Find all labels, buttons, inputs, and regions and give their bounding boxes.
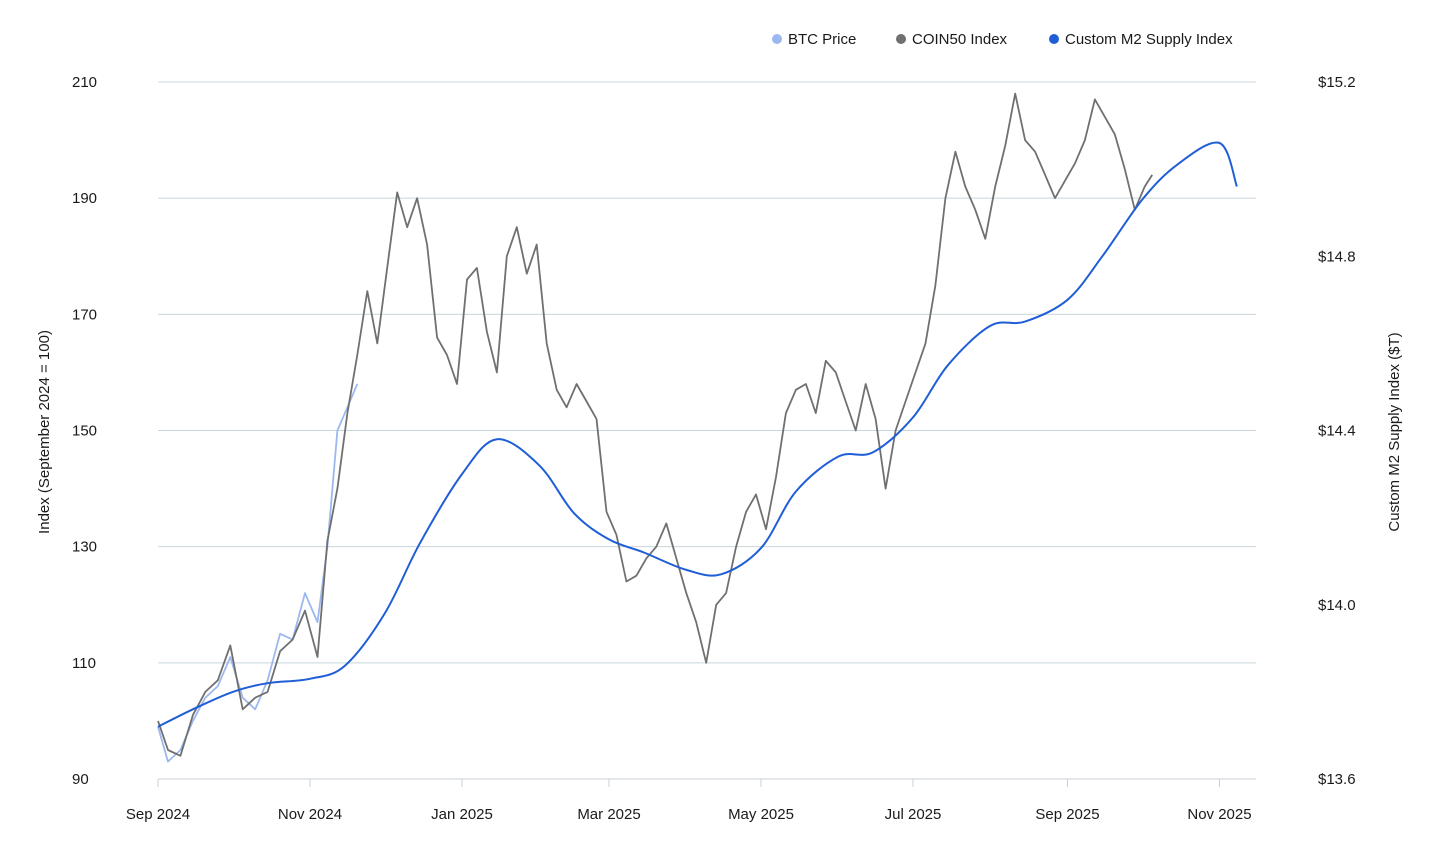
legend-item-m2: Custom M2 Supply Index xyxy=(1049,31,1233,48)
x-tick-label: May 2025 xyxy=(728,806,794,823)
x-tick-label: Jan 2025 xyxy=(431,806,493,823)
custom-m2-supply-index-line xyxy=(157,141,1238,728)
coin50-index-line xyxy=(157,92,1153,757)
right-tick-label: $14.8 xyxy=(1318,248,1356,265)
right-tick-label: $14.4 xyxy=(1318,423,1356,440)
legend-dot-m2-icon xyxy=(1049,34,1059,44)
x-tick-label: Nov 2025 xyxy=(1187,806,1251,823)
left-tick-label: 170 xyxy=(72,306,97,323)
legend-label-m2: Custom M2 Supply Index xyxy=(1065,31,1233,48)
right-axis-title: Custom M2 Supply Index ($T) xyxy=(1386,332,1403,531)
btc-price-line xyxy=(157,383,359,763)
left-tick-label: 210 xyxy=(72,74,97,91)
legend-dot-btc-icon xyxy=(772,34,782,44)
x-ticks: Sep 2024 Nov 2024 Jan 2025 Mar 2025 May 2025… xyxy=(126,779,1252,823)
x-tick-label: Sep 2025 xyxy=(1035,806,1099,823)
left-tick-label: 90 xyxy=(72,771,89,788)
legend-item-btc: BTC Price xyxy=(772,31,856,48)
legend-dot-coin50-icon xyxy=(896,34,906,44)
right-y-ticks: $15.2 $14.8 $14.4 $14.0 $13.6 xyxy=(1318,74,1356,788)
left-tick-label: 190 xyxy=(72,190,97,207)
right-tick-label: $14.0 xyxy=(1318,597,1356,614)
right-tick-label: $15.2 xyxy=(1318,74,1356,91)
left-tick-label: 150 xyxy=(72,423,97,440)
legend-item-coin50: COIN50 Index xyxy=(896,31,1008,48)
x-tick-label: Nov 2024 xyxy=(278,806,342,823)
left-axis-title: Index (September 2024 = 100) xyxy=(36,330,53,534)
legend-label-coin50: COIN50 Index xyxy=(912,31,1008,48)
left-y-ticks: 210 190 170 150 130 110 90 xyxy=(72,74,97,788)
left-tick-label: 110 xyxy=(72,655,96,672)
x-tick-label: Jul 2025 xyxy=(885,806,942,823)
x-tick-label: Sep 2024 xyxy=(126,806,190,823)
legend-label-btc: BTC Price xyxy=(788,31,856,48)
right-tick-label: $13.6 xyxy=(1318,771,1356,788)
left-tick-label: 130 xyxy=(72,539,97,556)
x-tick-label: Mar 2025 xyxy=(577,806,640,823)
legend: BTC Price COIN50 Index Custom M2 Supply … xyxy=(772,31,1233,48)
series-lines xyxy=(157,92,1238,763)
